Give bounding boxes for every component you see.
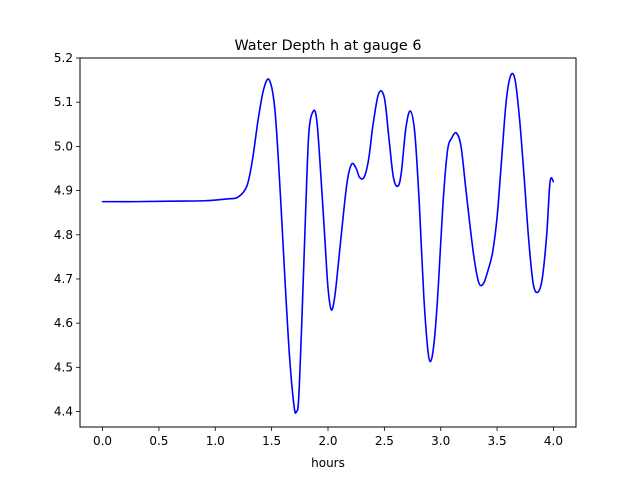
x-axis-label: hours [311, 456, 345, 470]
y-axis: 4.4 4.5 4.6 4.7 4.8 4.9 5.0 5.1 5.2 [54, 51, 80, 419]
x-tick-label: 0.0 [93, 434, 112, 448]
y-tick-label: 4.7 [54, 272, 73, 286]
x-tick-label: 1.5 [262, 434, 281, 448]
plot-area [101, 72, 555, 414]
y-tick-label: 4.9 [54, 184, 73, 198]
y-tick-label: 5.2 [54, 51, 73, 65]
x-tick-label: 3.0 [431, 434, 450, 448]
chart-title: Water Depth h at gauge 6 [234, 38, 421, 54]
y-tick-label: 4.8 [54, 228, 73, 242]
x-tick-label: 0.5 [149, 434, 168, 448]
y-tick-label: 4.5 [54, 360, 73, 374]
x-tick-label: 2.0 [318, 434, 337, 448]
x-tick-label: 3.5 [488, 434, 507, 448]
y-tick-label: 4.6 [54, 316, 73, 330]
y-tick-label: 5.1 [54, 95, 73, 109]
x-tick-label: 2.5 [375, 434, 394, 448]
x-axis: 0.0 0.5 1.0 1.5 2.0 2.5 3.0 3.5 4.0 [93, 427, 563, 448]
x-tick-label: 4.0 [544, 434, 563, 448]
series-line-0 [101, 72, 555, 414]
y-tick-label: 5.0 [54, 139, 73, 153]
y-tick-label: 4.4 [54, 405, 73, 419]
x-tick-label: 1.0 [206, 434, 225, 448]
